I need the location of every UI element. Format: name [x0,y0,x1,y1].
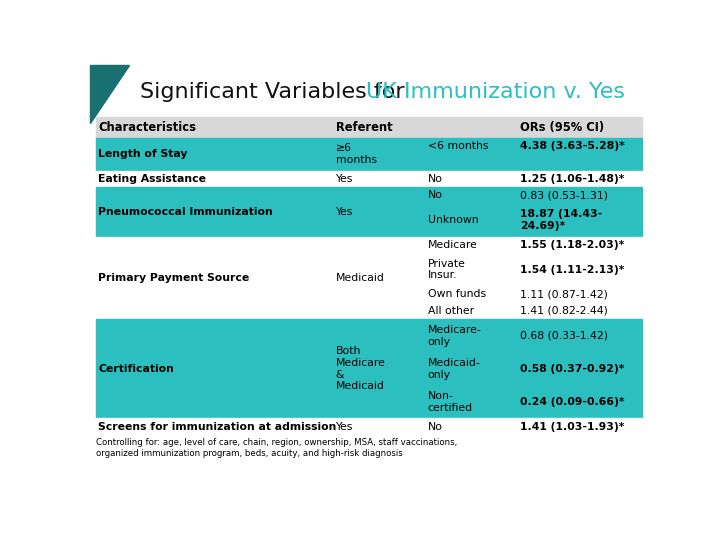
Bar [96,319,642,418]
Text: Pneumococcal Immunization: Pneumococcal Immunization [99,207,273,217]
Text: Primary Payment Source: Primary Payment Source [99,273,250,283]
Text: No: No [428,422,443,431]
Text: 1.41 (0.82-2.44): 1.41 (0.82-2.44) [520,306,608,316]
Bar [96,237,642,319]
Text: 1.55 (1.18-2.03)*: 1.55 (1.18-2.03)* [520,240,624,250]
Text: Length of Stay: Length of Stay [99,149,188,159]
Bar [96,117,642,138]
Text: 0.83 (0.53-1.31): 0.83 (0.53-1.31) [520,191,608,200]
Text: ORs (95% CI): ORs (95% CI) [520,120,604,134]
Polygon shape [90,65,129,123]
Bar [96,171,642,187]
Text: Medicaid: Medicaid [336,273,384,283]
Text: 0.68 (0.33-1.42): 0.68 (0.33-1.42) [520,331,608,341]
Text: Private
Insur.: Private Insur. [428,259,465,280]
Text: 4.38 (3.63-5.28)*: 4.38 (3.63-5.28)* [520,141,624,151]
Text: Screens for immunization at admission: Screens for immunization at admission [99,422,337,431]
Bar [96,187,642,237]
Text: Both
Medicare
&
Medicaid: Both Medicare & Medicaid [336,346,385,391]
Text: 18.87 (14.43-
24.69)*: 18.87 (14.43- 24.69)* [520,210,602,231]
Text: Unknown: Unknown [428,215,478,225]
Text: Characteristics: Characteristics [99,120,197,134]
Text: Eating Assistance: Eating Assistance [99,174,207,184]
Text: <6 months: <6 months [428,141,488,151]
Text: Yes: Yes [336,207,353,217]
Text: Own funds: Own funds [428,289,486,300]
Bar [96,138,642,171]
Text: Yes: Yes [336,174,353,184]
Text: Controlling for: age, level of care, chain, region, ownership, MSA, staff vaccin: Controlling for: age, level of care, cha… [96,438,456,457]
Bar [96,418,642,435]
Text: 1.25 (1.06-1.48)*: 1.25 (1.06-1.48)* [520,174,624,184]
Text: Non-
certified: Non- certified [428,391,473,413]
Text: All other: All other [428,306,474,316]
Text: Certification: Certification [99,364,174,374]
Text: Yes: Yes [336,422,353,431]
Text: 1.54 (1.11-2.13)*: 1.54 (1.11-2.13)* [520,265,624,275]
Text: 1.41 (1.03-1.93)*: 1.41 (1.03-1.93)* [520,422,624,431]
Text: 0.58 (0.37-0.92)*: 0.58 (0.37-0.92)* [520,364,624,374]
Text: 0.24 (0.09-0.66)*: 0.24 (0.09-0.66)* [520,397,624,407]
Text: Medicare-
only: Medicare- only [428,325,482,347]
Text: UK Immunization v. Yes: UK Immunization v. Yes [366,82,625,102]
Text: Significant Variables for: Significant Variables for [140,82,412,102]
Text: Medicare: Medicare [428,240,477,250]
Text: ≥6
months: ≥6 months [336,143,377,165]
Text: 1.11 (0.87-1.42): 1.11 (0.87-1.42) [520,289,608,300]
Text: No: No [428,174,443,184]
Text: No: No [428,191,443,200]
Text: Referent: Referent [336,120,392,134]
Text: Medicaid-
only: Medicaid- only [428,358,480,380]
